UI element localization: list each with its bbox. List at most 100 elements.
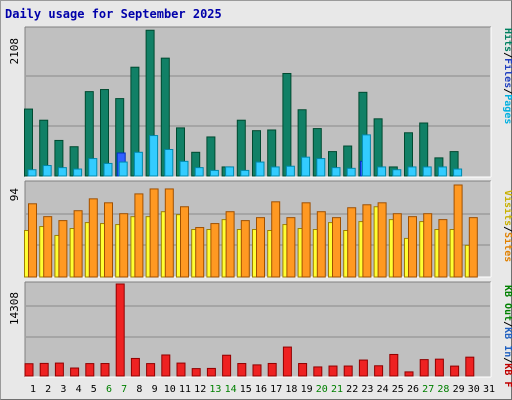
x-tick-label: 19 bbox=[301, 384, 313, 395]
legend-separator: / bbox=[502, 357, 512, 363]
pages-bar bbox=[270, 166, 280, 177]
sites-bar bbox=[73, 210, 83, 278]
kbf-bar bbox=[252, 364, 262, 377]
x-tick-label: 12 bbox=[194, 384, 206, 395]
kbf-bar bbox=[267, 362, 277, 377]
pages-bar bbox=[407, 166, 417, 177]
sites-bar bbox=[180, 206, 189, 278]
sites-bar bbox=[119, 213, 129, 278]
kbf-bar bbox=[146, 363, 156, 377]
pages-bar bbox=[301, 156, 311, 177]
kbf-bar bbox=[115, 283, 125, 377]
legend-visits: Visits bbox=[502, 190, 512, 226]
x-tick-label: 4 bbox=[76, 384, 82, 395]
pages-bar bbox=[316, 158, 326, 177]
pages-bar bbox=[57, 167, 67, 177]
hits-bar bbox=[24, 108, 33, 177]
kbf-bar bbox=[328, 365, 338, 377]
x-tick-label: 24 bbox=[377, 384, 389, 395]
kbf-bar bbox=[358, 359, 368, 377]
x-tick-label: 10 bbox=[164, 384, 176, 395]
sites-bar bbox=[210, 223, 220, 278]
pages-bar bbox=[164, 149, 174, 177]
pages-bar bbox=[73, 168, 83, 177]
kbf-bar bbox=[313, 366, 323, 377]
legend-kb-out: KB Out bbox=[502, 285, 512, 321]
legend-kb-f: KB F bbox=[502, 363, 512, 387]
pages-bar bbox=[179, 160, 189, 177]
legend-pages: Pages bbox=[502, 94, 512, 124]
kbf-bar bbox=[434, 358, 444, 377]
sites-bar bbox=[28, 203, 37, 278]
hits-bar bbox=[282, 72, 292, 177]
kbf-bar bbox=[176, 362, 186, 377]
pages-bar bbox=[453, 168, 463, 177]
pages-bar bbox=[437, 166, 447, 177]
panel-1-legend: Hits/Files/Pages bbox=[502, 28, 512, 124]
x-tick-label: 1 bbox=[30, 384, 36, 395]
panel-3-legend: KB Out/KB In/KB F bbox=[502, 285, 512, 387]
pages-bar bbox=[255, 161, 265, 177]
x-tick-label: 21 bbox=[331, 384, 343, 395]
pages-bar bbox=[118, 161, 128, 177]
pages-bar bbox=[42, 165, 52, 177]
sites-bar bbox=[332, 217, 341, 278]
panel-2-legend-text: Visits/Sites bbox=[502, 190, 512, 262]
pages-bar bbox=[27, 169, 37, 177]
x-tick-label: 16 bbox=[255, 384, 267, 395]
kbf-bar bbox=[39, 362, 49, 377]
x-tick-label: 13 bbox=[209, 384, 221, 395]
panel-3-background bbox=[25, 282, 491, 377]
chart-title: Daily usage for September 2025 bbox=[5, 7, 222, 21]
x-tick-label: 7 bbox=[121, 384, 127, 395]
sites-bar bbox=[104, 202, 113, 278]
kbf-bar bbox=[389, 353, 399, 377]
sites-bar bbox=[438, 219, 448, 278]
kbf-bar bbox=[24, 363, 34, 377]
x-tick-label: 9 bbox=[152, 384, 158, 395]
pages-bar bbox=[346, 167, 356, 177]
legend-sites: Sites bbox=[502, 232, 512, 262]
sites-bar bbox=[225, 211, 235, 278]
sites-bar bbox=[43, 216, 53, 278]
sites-bar bbox=[164, 188, 174, 278]
pages-bar bbox=[240, 169, 250, 177]
legend-files: Files bbox=[502, 58, 512, 88]
x-tick-label: 11 bbox=[179, 384, 191, 395]
kbf-bar bbox=[54, 362, 64, 377]
x-tick-label: 2 bbox=[45, 384, 51, 395]
legend-separator: / bbox=[502, 88, 512, 94]
x-tick-label: 5 bbox=[91, 384, 97, 395]
pages-bar bbox=[149, 135, 159, 177]
x-tick-label: 3 bbox=[60, 384, 66, 395]
panel-2-legend: Visits/Sites bbox=[502, 190, 512, 262]
pages-bar bbox=[285, 165, 295, 177]
pages-bar bbox=[392, 169, 402, 177]
kbf-bar bbox=[206, 367, 216, 377]
sites-bar bbox=[453, 184, 463, 278]
sites-bar bbox=[301, 202, 311, 278]
sites-bar bbox=[362, 204, 372, 278]
kbf-bar bbox=[70, 367, 80, 377]
sites-bar bbox=[271, 201, 281, 278]
sites-bar bbox=[347, 207, 357, 278]
legend-kb-in: KB In bbox=[502, 327, 512, 357]
x-tick-label: 18 bbox=[285, 384, 297, 395]
x-tick-label: 17 bbox=[270, 384, 282, 395]
sites-bar bbox=[240, 220, 250, 278]
kbf-bar bbox=[343, 365, 353, 377]
sites-bar bbox=[377, 202, 387, 278]
sites-bar bbox=[134, 193, 144, 278]
pages-bar bbox=[194, 167, 204, 177]
x-tick-label: 28 bbox=[437, 384, 449, 395]
kbf-bar bbox=[298, 363, 308, 377]
x-tick-label: 22 bbox=[346, 384, 358, 395]
pages-bar bbox=[209, 169, 219, 177]
y-axis-max-label: 14308 bbox=[8, 292, 21, 325]
kbf-bar bbox=[282, 346, 292, 377]
sites-bar bbox=[316, 211, 326, 278]
kbf-bar bbox=[85, 363, 95, 377]
pages-bar bbox=[88, 158, 98, 177]
legend-separator: / bbox=[502, 321, 512, 327]
